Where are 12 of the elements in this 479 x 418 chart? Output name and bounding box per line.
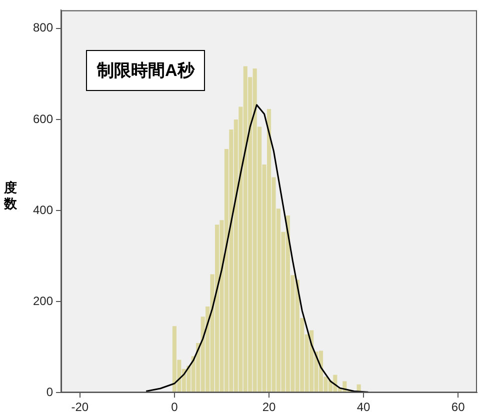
y-tick-label: 400 xyxy=(32,202,54,217)
x-tick-label: 40 xyxy=(356,400,371,414)
y-tick-label: 800 xyxy=(32,20,54,35)
annotation: 制限時間A秒 xyxy=(86,50,206,91)
y-axis-title: 度数 xyxy=(4,180,18,212)
y-tick-label: 0 xyxy=(46,384,54,399)
x-tick-label: -20 xyxy=(71,400,89,414)
y-tick-label: 600 xyxy=(32,112,54,126)
x-tick-label: 60 xyxy=(451,400,466,414)
y-tick-label: 200 xyxy=(32,294,54,308)
x-tick-label: 0 xyxy=(171,400,178,414)
x-tick-label: 20 xyxy=(262,400,276,414)
